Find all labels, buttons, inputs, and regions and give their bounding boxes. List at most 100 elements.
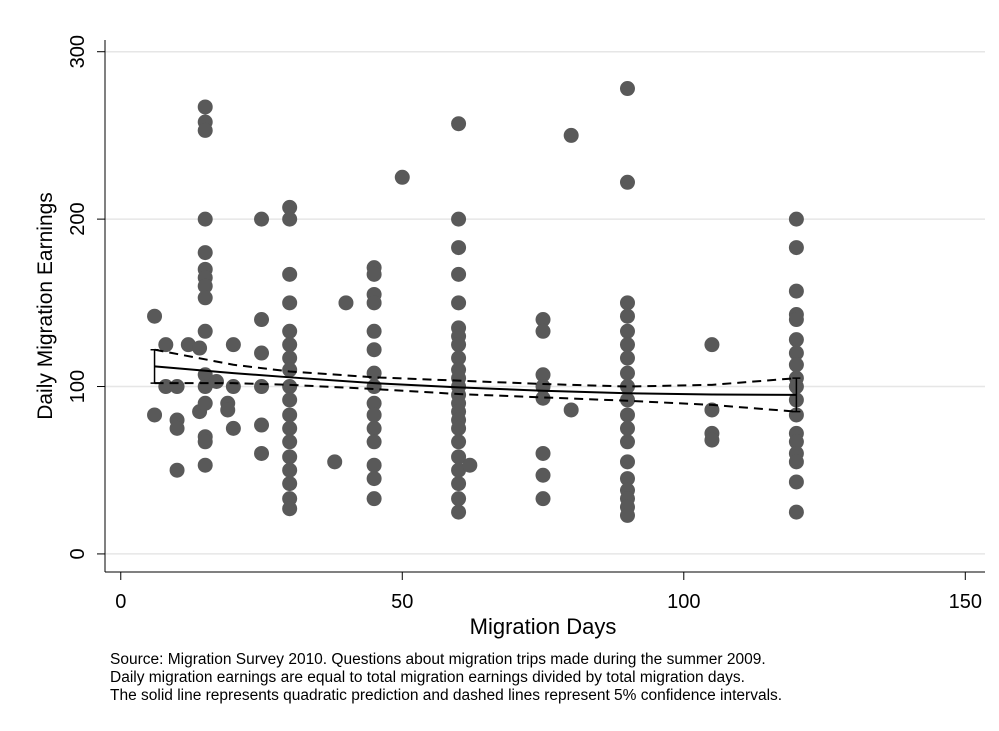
point [462,457,478,473]
point [169,420,185,436]
point [366,295,382,311]
point [788,283,804,299]
point [535,445,551,461]
point [451,476,467,492]
point [225,420,241,436]
point [197,290,213,306]
point [619,174,635,190]
point [197,323,213,339]
point [282,211,298,227]
point [788,332,804,348]
point [788,434,804,450]
point [197,395,213,411]
point [451,504,467,520]
point [254,379,270,395]
point [788,504,804,520]
point [451,420,467,436]
point [282,462,298,478]
point [225,379,241,395]
point [366,342,382,358]
point [282,476,298,492]
point [282,199,298,215]
point [788,211,804,227]
point [788,240,804,256]
point [197,457,213,473]
fit-line [154,365,797,396]
point [619,323,635,339]
point [282,350,298,366]
point [282,420,298,436]
point [147,308,163,324]
note: Source: Migration Survey 2010. Questions… [110,651,766,668]
point [282,379,298,395]
point [254,312,270,328]
x-axis-label: Migration Days [470,614,617,639]
point [197,122,213,138]
point [451,266,467,282]
point [563,127,579,143]
point [327,454,343,470]
point [225,337,241,353]
point [451,337,467,353]
point [619,350,635,366]
plot-marks [147,81,804,523]
point [704,337,720,353]
point [197,245,213,261]
point [282,362,298,378]
point [366,420,382,436]
point [619,434,635,450]
point [366,266,382,282]
point [563,402,579,418]
point [619,420,635,436]
point [366,471,382,487]
note: The solid line represents quadratic pred… [110,687,782,704]
y-tick-label: 200 [67,202,89,235]
y-tick-label: 0 [67,548,89,559]
note: Daily migration earnings are equal to to… [110,669,745,686]
point [788,454,804,470]
y-tick-label: 100 [67,370,89,403]
x-tick-label: 50 [391,591,413,613]
interval-cap [792,377,801,413]
point [169,379,185,395]
point [788,357,804,373]
point [704,432,720,448]
point [282,295,298,311]
point [535,312,551,328]
x-tick-label: 100 [667,591,700,613]
y-tick-label: 300 [67,35,89,68]
point [254,345,270,361]
point [451,211,467,227]
point [451,240,467,256]
point [535,467,551,483]
point [147,407,163,423]
point [619,337,635,353]
point [366,323,382,339]
point [788,312,804,328]
point [619,454,635,470]
point [282,337,298,353]
point [282,434,298,450]
point [619,295,635,311]
point [366,395,382,411]
point [451,462,467,478]
confidence-line [154,382,797,413]
point [394,169,410,185]
point [254,211,270,227]
point [535,367,551,383]
point [535,323,551,339]
point [619,379,635,395]
confidence-line [154,348,797,388]
point [282,392,298,408]
point [451,116,467,132]
point [451,449,467,465]
point [254,445,270,461]
point [451,434,467,450]
point [169,462,185,478]
point [158,337,174,353]
point [282,501,298,517]
point [282,449,298,465]
point [197,278,213,294]
